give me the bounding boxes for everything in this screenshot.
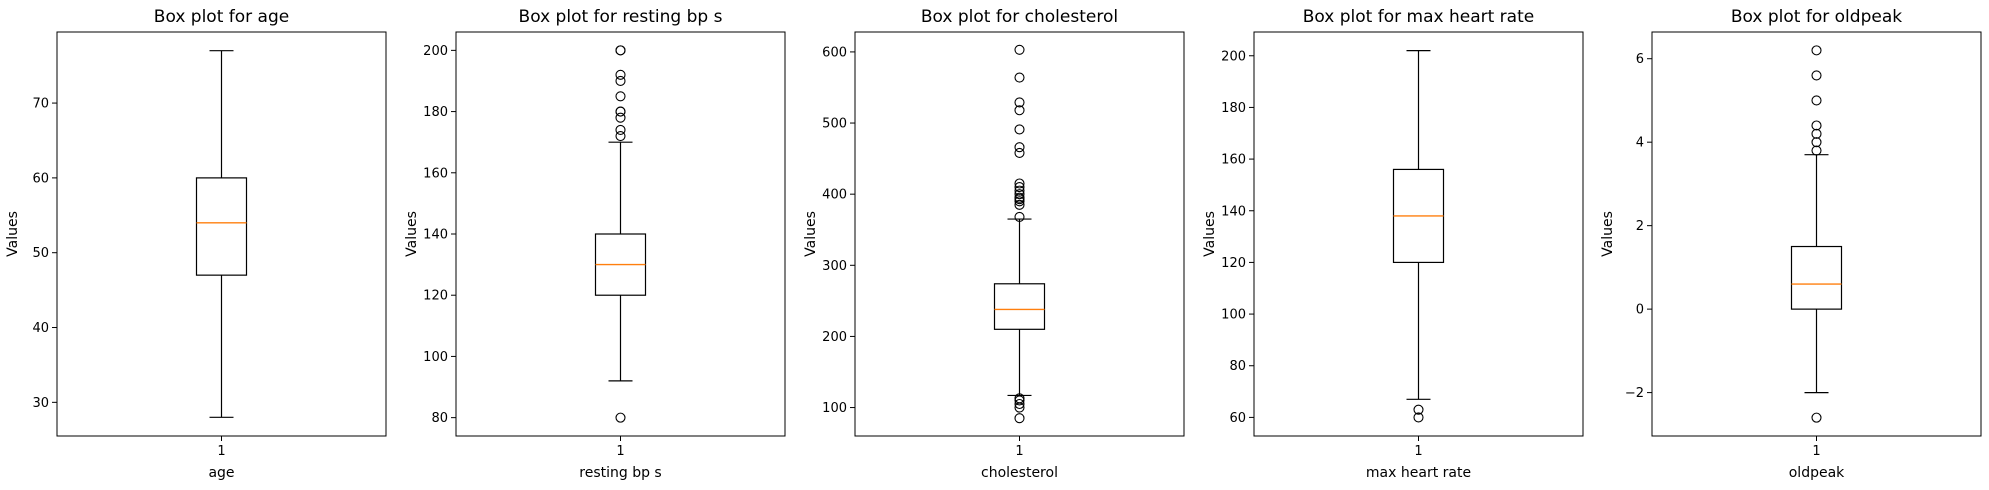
outlier-point	[1811, 95, 1822, 106]
outlier-point	[1014, 182, 1025, 193]
outlier-point	[1811, 128, 1822, 139]
outlier-point	[1014, 142, 1025, 153]
y-tick-label: 120	[1221, 256, 1246, 271]
outlier-point	[1014, 211, 1025, 222]
outlier-point	[1014, 189, 1025, 200]
y-tick-label: 40	[32, 321, 49, 336]
x-axis-label: oldpeak	[1789, 465, 1845, 481]
y-tick-label: 70	[32, 97, 49, 112]
outlier-point	[1014, 199, 1025, 210]
y-tick-label: 500	[822, 117, 847, 132]
y-tick-label: 80	[431, 411, 448, 426]
outlier-point	[1811, 145, 1822, 156]
x-axis-label: resting bp s	[579, 465, 661, 481]
outlier-point	[1014, 124, 1025, 135]
outlier-point	[615, 131, 626, 142]
y-tick-label: 50	[32, 246, 49, 261]
outlier-point	[1014, 147, 1025, 158]
iqr-box	[993, 283, 1046, 330]
y-axis-label: Values	[1202, 211, 1218, 257]
boxplot-panel-3: Box plot for cholesterol 100 200 300 400 500 6…	[803, 7, 1185, 481]
outlier-point	[615, 112, 626, 123]
y-tick-label: 100	[1221, 308, 1246, 323]
y-axis-label: Values	[5, 211, 21, 257]
chart-title: Box plot for cholesterol	[921, 7, 1118, 27]
y-tick-label: 6	[1636, 52, 1644, 67]
y-tick-label: 140	[1221, 204, 1246, 219]
y-tick-label: 2	[1636, 219, 1644, 234]
chart-title: Box plot for max heart rate	[1303, 7, 1534, 27]
outlier-point	[1014, 192, 1025, 203]
outlier-point	[1811, 45, 1822, 56]
outlier-point	[615, 124, 626, 135]
y-tick-label: 300	[822, 259, 847, 274]
outlier-point	[1014, 178, 1025, 189]
chart-title: Box plot for oldpeak	[1731, 7, 1902, 27]
y-tick-label: 160	[423, 166, 448, 181]
x-tick-label: 1	[217, 444, 225, 459]
outlier-point	[1014, 97, 1025, 108]
y-tick-label: 200	[822, 330, 847, 345]
y-tick-label: 80	[1229, 359, 1246, 374]
outlier-point	[615, 75, 626, 87]
outlier-point	[1014, 44, 1025, 55]
x-axis-label: max heart rate	[1366, 465, 1471, 481]
outlier-point	[1014, 185, 1025, 196]
boxplot-panel-2: Box plot for resting bp s 80 100 120 140 160 1…	[404, 7, 786, 481]
chart-title: Box plot for age	[154, 7, 289, 27]
x-tick-label: 1	[616, 444, 624, 459]
y-tick-label: 180	[1221, 101, 1246, 116]
y-tick-label: 200	[423, 44, 448, 59]
x-tick-label: 1	[1015, 444, 1023, 459]
outlier-point	[615, 106, 626, 117]
y-tick-label: 140	[423, 228, 448, 243]
outlier-point	[1014, 105, 1025, 116]
y-tick-label: 60	[32, 171, 49, 186]
outlier-point	[1014, 72, 1025, 83]
x-tick-label: 1	[1414, 444, 1422, 459]
outlier-point	[1811, 412, 1822, 423]
x-axis-label: age	[208, 465, 234, 481]
outlier-point	[615, 91, 626, 102]
outlier-point	[1811, 70, 1822, 81]
outlier-point	[615, 69, 626, 80]
outlier-point	[1014, 398, 1025, 410]
iqr-box	[195, 177, 248, 276]
y-tick-label: 100	[423, 350, 448, 365]
y-axis-label: Values	[1600, 211, 1616, 257]
outlier-point	[1413, 404, 1424, 415]
y-tick-label: 30	[32, 396, 49, 411]
x-axis-label: cholesterol	[981, 465, 1058, 481]
y-tick-label: 200	[1221, 49, 1246, 64]
outlier-point	[1014, 413, 1025, 424]
y-tick-label: −2	[1625, 386, 1644, 401]
x-tick-label: 1	[1812, 444, 1820, 459]
y-tick-label: 120	[423, 289, 448, 304]
iqr-box	[1790, 245, 1843, 310]
outlier-point	[1811, 137, 1822, 148]
outlier-point	[1014, 393, 1025, 404]
chart-title: Box plot for resting bp s	[519, 7, 723, 27]
y-axis-label: Values	[803, 211, 819, 257]
y-tick-label: 60	[1229, 411, 1246, 426]
boxplot-panel-5: Box plot for oldpeak −2 0 2 4 6 1 oldpeak Values	[1600, 7, 1982, 481]
boxplot-panel-1: Box plot for age 30 40 50 60 70 1 age Values	[5, 7, 387, 481]
y-axis-label: Values	[404, 211, 420, 257]
y-tick-label: 400	[822, 188, 847, 203]
y-tick-label: 100	[822, 401, 847, 416]
y-tick-label: 180	[423, 105, 448, 120]
outlier-point	[1811, 120, 1822, 131]
y-tick-label: 0	[1636, 303, 1644, 318]
outlier-point	[1413, 412, 1424, 423]
y-tick-label: 4	[1636, 136, 1644, 151]
outlier-point	[615, 412, 626, 423]
y-tick-label: 600	[822, 45, 847, 60]
boxplot-panel-4: Box plot for max heart rate 60 80 100 120 140…	[1202, 7, 1584, 481]
outlier-point	[615, 45, 626, 56]
y-tick-label: 160	[1221, 153, 1246, 168]
